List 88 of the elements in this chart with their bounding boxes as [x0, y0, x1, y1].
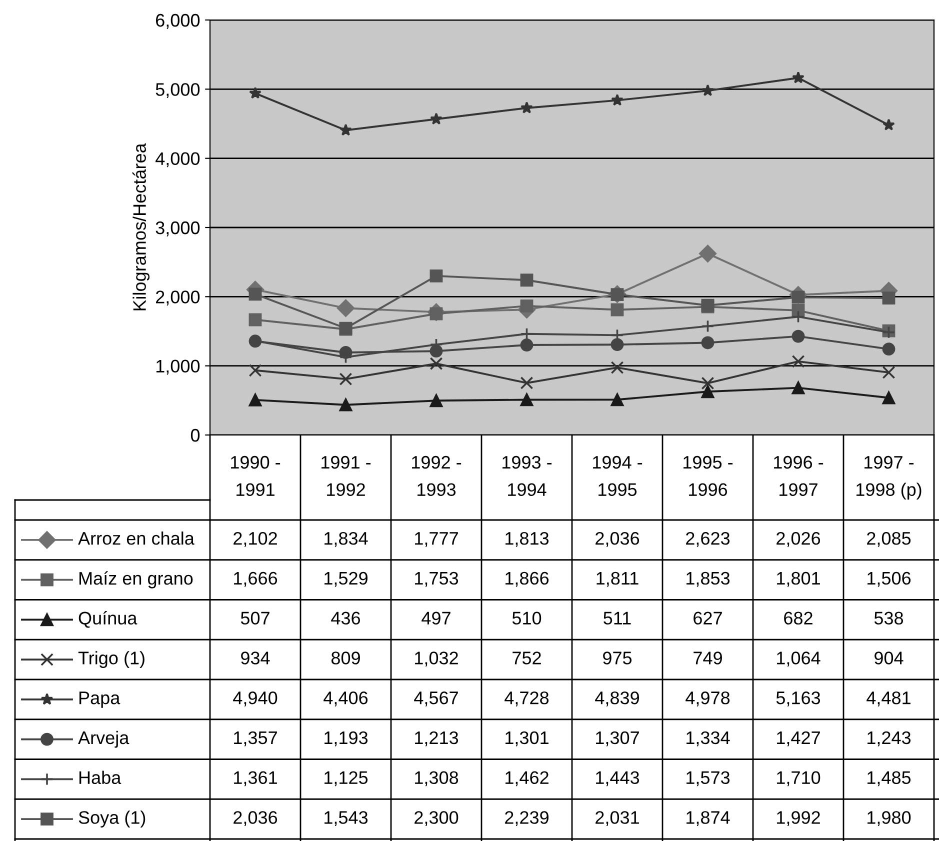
- data-label: 752: [512, 652, 541, 664]
- x-tick-label: 1997 - 1998 (p): [856, 456, 922, 500]
- y-axis-title: Kilogramos/Hectárea: [132, 143, 150, 310]
- x-tick-label: 1996 - 1997: [774, 456, 824, 496]
- data-label: 1,874: [686, 811, 730, 826]
- data-label: 934: [241, 652, 270, 664]
- data-label: 2,026: [776, 532, 820, 547]
- data-label: 1,462: [506, 771, 548, 786]
- x-tick-label: 1994 - 1995: [593, 456, 642, 496]
- legend-label: Trigo (1): [78, 651, 144, 668]
- data-label: 627: [694, 612, 722, 625]
- y-tick-label: 3,000: [156, 221, 200, 236]
- data-label: 1,529: [324, 572, 368, 587]
- data-label: 1,032: [415, 652, 458, 667]
- data-label: 1,866: [506, 572, 549, 587]
- y-tick-label: 5,000: [156, 83, 200, 98]
- data-label: 1,125: [324, 771, 368, 786]
- legend-label: Arveja: [78, 730, 130, 748]
- data-label: 1,753: [415, 572, 458, 587]
- data-label: 2,102: [234, 532, 277, 547]
- data-label: 2,036: [234, 811, 278, 826]
- legend-label: Arroz en chala: [78, 532, 194, 545]
- data-label: 1,573: [686, 771, 730, 786]
- data-label: 1,666: [234, 572, 278, 587]
- data-label: 1,853: [686, 572, 730, 587]
- data-label: 1,361: [234, 771, 277, 786]
- data-label: 1,301: [506, 731, 548, 746]
- data-label: 1,427: [777, 731, 820, 746]
- data-label: 511: [604, 612, 631, 625]
- data-label: 1,506: [868, 572, 911, 587]
- data-label: 4,728: [504, 692, 549, 706]
- data-label: 538: [874, 612, 904, 625]
- y-tick-label: 4,000: [156, 152, 200, 168]
- data-label: 682: [784, 612, 812, 625]
- y-tick-label: 0: [190, 428, 200, 442]
- data-label: 1,813: [506, 532, 549, 547]
- data-label: 4,978: [686, 692, 730, 706]
- data-label: 2,036: [596, 532, 640, 547]
- y-tick-label: 2,000: [156, 290, 200, 306]
- data-label: 749: [694, 652, 722, 664]
- data-label: 1,485: [868, 771, 911, 786]
- data-label: 510: [512, 612, 542, 625]
- data-label: 4,940: [233, 692, 278, 706]
- y-tick-label: 6,000: [156, 14, 200, 29]
- data-label: 1,777: [415, 532, 458, 547]
- data-label: 1,064: [777, 652, 820, 667]
- data-label: 809: [331, 652, 360, 664]
- data-label: 2,239: [505, 811, 548, 826]
- data-label: 2,300: [414, 811, 458, 826]
- data-label: 436: [331, 612, 360, 625]
- data-label: 4,839: [595, 692, 639, 706]
- data-label: 904: [874, 652, 904, 664]
- data-label: 1,307: [596, 731, 639, 746]
- data-label: 4,481: [866, 692, 910, 706]
- data-label: 497: [422, 612, 450, 625]
- x-tick-label: 1993 - 1994: [502, 456, 552, 496]
- data-label: 1,308: [415, 771, 458, 786]
- data-label: 1,980: [868, 811, 911, 826]
- data-label: 1,801: [777, 572, 820, 587]
- data-label: 5,163: [776, 692, 820, 706]
- data-label: 1,992: [777, 811, 820, 826]
- x-tick-label: 1995 - 1996: [684, 456, 733, 496]
- legend-label: Haba: [79, 770, 122, 784]
- legend-label: Soya (1): [78, 810, 146, 828]
- legend-label: Quínua: [78, 611, 138, 628]
- data-label: 507: [240, 612, 270, 625]
- data-label: 1,543: [324, 811, 368, 826]
- data-label: 1,193: [324, 731, 368, 746]
- data-label: 1,213: [415, 731, 458, 746]
- legend-label: Papa: [79, 692, 120, 708]
- data-label: 1,834: [324, 532, 368, 547]
- data-label: 1,357: [234, 731, 277, 746]
- x-tick-label: 1990 - 1991: [231, 456, 280, 496]
- data-label: 4,567: [414, 692, 458, 706]
- data-label: 1,243: [868, 731, 911, 746]
- data-label: 2,623: [686, 532, 730, 547]
- legend-label: Maíz en grano: [79, 571, 193, 588]
- data-label: 1,443: [596, 771, 640, 786]
- data-label: 1,334: [686, 731, 730, 746]
- data-label: 975: [603, 652, 632, 664]
- x-tick-label: 1991 - 1992: [322, 456, 371, 496]
- data-label: 2,031: [596, 811, 639, 826]
- x-tick-label: 1992 - 1993: [412, 456, 462, 496]
- data-label: 4,406: [324, 692, 368, 706]
- data-label: 1,710: [777, 771, 820, 786]
- y-tick-label: 1,000: [156, 360, 200, 375]
- data-label: 2,085: [867, 532, 911, 547]
- data-label: 1,811: [596, 572, 638, 587]
